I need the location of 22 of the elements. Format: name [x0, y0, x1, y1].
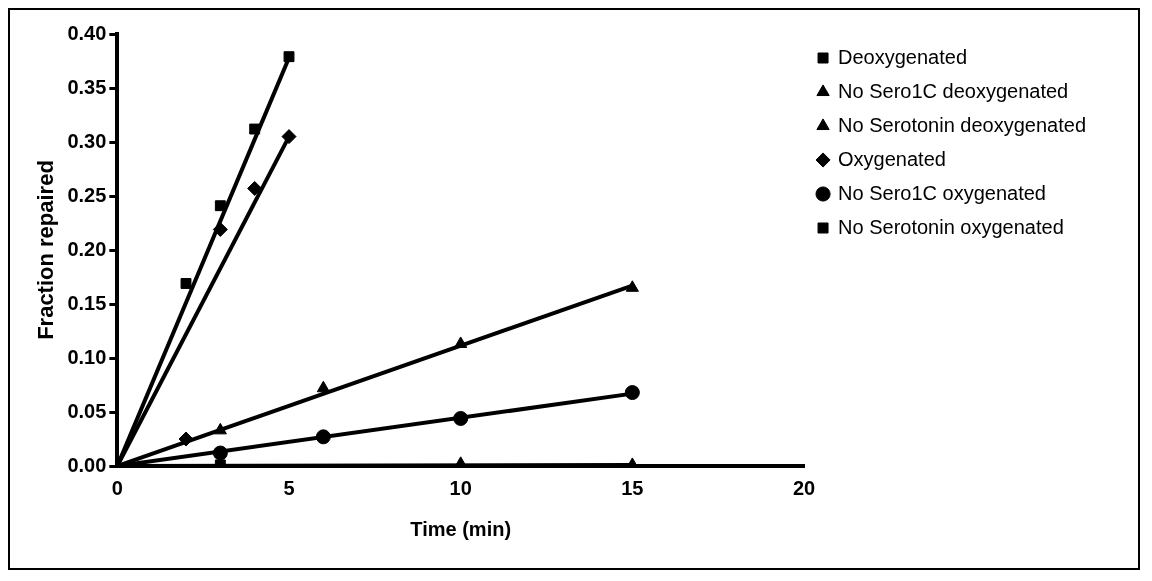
x-axis-title: Time (min) — [410, 517, 512, 540]
legend-label: No Serotonin oxygenated — [838, 215, 1064, 238]
y-tick-label: 0.20 — [67, 237, 107, 260]
legend-label: Deoxygenated — [838, 45, 968, 68]
y-tick-label: 0.25 — [67, 183, 107, 206]
y-tick-label: 0.40 — [67, 21, 107, 44]
legend-label: Oxygenated — [838, 147, 946, 170]
y-tick-label: 0.30 — [67, 129, 107, 152]
y-tick-label: 0.15 — [67, 291, 107, 314]
legend-label: No Sero1C deoxygenated — [838, 79, 1069, 102]
legend-label: No Serotonin deoxygenated — [838, 113, 1087, 136]
x-tick-label: 20 — [792, 476, 816, 499]
y-tick-label: 0.00 — [67, 453, 107, 476]
x-tick-label: 15 — [621, 476, 644, 499]
x-tick-label: 10 — [449, 476, 472, 499]
y-tick-label: 0.10 — [67, 345, 107, 368]
y-tick-label: 0.35 — [67, 75, 107, 98]
x-tick-label: 0 — [111, 476, 123, 499]
y-tick-label: 0.05 — [67, 399, 107, 422]
x-tick-label: 5 — [283, 476, 295, 499]
legend-label: No Sero1C oxygenated — [838, 181, 1046, 204]
y-axis-title: Fraction repaired — [33, 160, 59, 340]
